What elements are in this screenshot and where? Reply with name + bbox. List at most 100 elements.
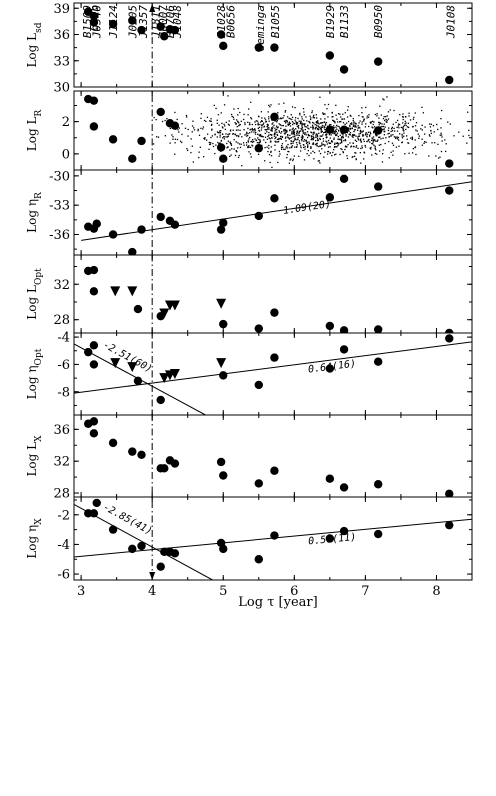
cloud-point (319, 135, 321, 137)
cloud-point (430, 130, 432, 132)
cloud-point (208, 148, 210, 150)
cloud-point (259, 140, 261, 142)
cloud-point (280, 146, 283, 149)
cloud-point (283, 130, 285, 132)
cloud-point (375, 149, 377, 151)
cloud-point (250, 156, 252, 158)
cloud-point (234, 154, 237, 157)
cloud-point (237, 135, 240, 137)
cloud-point (310, 117, 312, 119)
data-point (325, 51, 335, 60)
cloud-point (468, 134, 470, 137)
data-point (137, 450, 146, 460)
cloud-point (289, 125, 292, 127)
cloud-point (187, 135, 189, 137)
cloud-point (441, 136, 443, 138)
cloud-point (368, 114, 370, 116)
cloud-point (259, 123, 261, 126)
cloud-point (289, 118, 292, 120)
cloud-point (349, 134, 351, 136)
cloud-point (361, 121, 363, 123)
cloud-point (307, 124, 309, 127)
cloud-point (349, 142, 351, 144)
cloud-point (317, 160, 319, 162)
cloud-point (250, 128, 252, 130)
cloud-point (290, 158, 292, 160)
cloud-point (360, 147, 362, 150)
cloud-point (391, 130, 394, 132)
y-tick-label: -2 (57, 508, 70, 523)
cloud-point (241, 165, 243, 167)
cloud-point (316, 134, 318, 136)
cloud-point (202, 128, 204, 130)
cloud-point (341, 132, 343, 135)
cloud-point (297, 134, 299, 136)
cloud-point (310, 152, 312, 154)
cloud-point (235, 119, 238, 121)
cloud-point (388, 132, 390, 135)
cloud-point (364, 144, 366, 147)
cloud-point (319, 162, 321, 164)
cloud-point (435, 155, 437, 157)
cloud-point (333, 137, 335, 139)
cloud-point (260, 121, 262, 123)
cloud-point (257, 115, 260, 117)
cloud-point (318, 145, 320, 148)
upper-limit-triangle (110, 358, 121, 369)
cloud-point (277, 126, 279, 128)
cloud-point (378, 136, 380, 139)
cloud-point (359, 127, 361, 129)
cloud-point (211, 129, 213, 131)
cloud-point (363, 119, 365, 121)
cloud-point (302, 130, 304, 133)
cloud-point (255, 131, 257, 133)
cloud-point (289, 129, 291, 132)
cloud-point (204, 137, 206, 139)
cloud-point (396, 130, 399, 132)
cloud-point (340, 120, 342, 123)
cloud-point (391, 126, 393, 129)
cloud-point (317, 122, 319, 124)
cloud-point (340, 148, 342, 150)
cloud-point (312, 133, 314, 136)
cloud-point (200, 127, 202, 130)
cloud-point (337, 135, 339, 138)
cloud-point (284, 132, 286, 134)
cloud-point (342, 122, 345, 124)
pulsar-name-label: J1028 (215, 5, 228, 39)
cloud-point (193, 127, 195, 129)
x-axis-label: Log τ [year] (238, 595, 318, 610)
data-point (156, 212, 165, 222)
data-point (89, 417, 99, 426)
cloud-point (334, 122, 336, 124)
cloud-point (366, 133, 369, 135)
cloud-point (278, 137, 280, 140)
panel-etar: 1.09(20) -36 -33 -30 Log ηR (25, 169, 473, 256)
cloud-point (388, 157, 390, 159)
cloud-point (261, 120, 263, 122)
cloud-point (329, 142, 331, 144)
cloud-point (243, 144, 245, 146)
cloud-point (312, 139, 314, 141)
cloud-point (335, 146, 337, 148)
cloud-point (334, 145, 336, 148)
panel-etax: 0.50(11) -2.85(41) -6 -4 -2 Log ηX (25, 496, 473, 583)
cloud-point (402, 128, 404, 130)
cloud-point (328, 142, 330, 144)
data-point (170, 220, 180, 229)
cloud-point (282, 146, 284, 148)
cloud-point (313, 132, 315, 135)
cloud-point (210, 142, 212, 144)
y-tick-label: 28 (53, 487, 70, 502)
cloud-point (312, 127, 314, 129)
cloud-point (266, 146, 268, 148)
cloud-point (248, 151, 250, 153)
cloud-point (367, 116, 370, 118)
cloud-point (283, 102, 285, 104)
data-point (339, 483, 349, 492)
cloud-point (286, 129, 288, 132)
cloud-point (187, 128, 189, 131)
cloud-point (286, 116, 289, 118)
cloud-point (303, 124, 306, 126)
cloud-point (257, 123, 259, 125)
